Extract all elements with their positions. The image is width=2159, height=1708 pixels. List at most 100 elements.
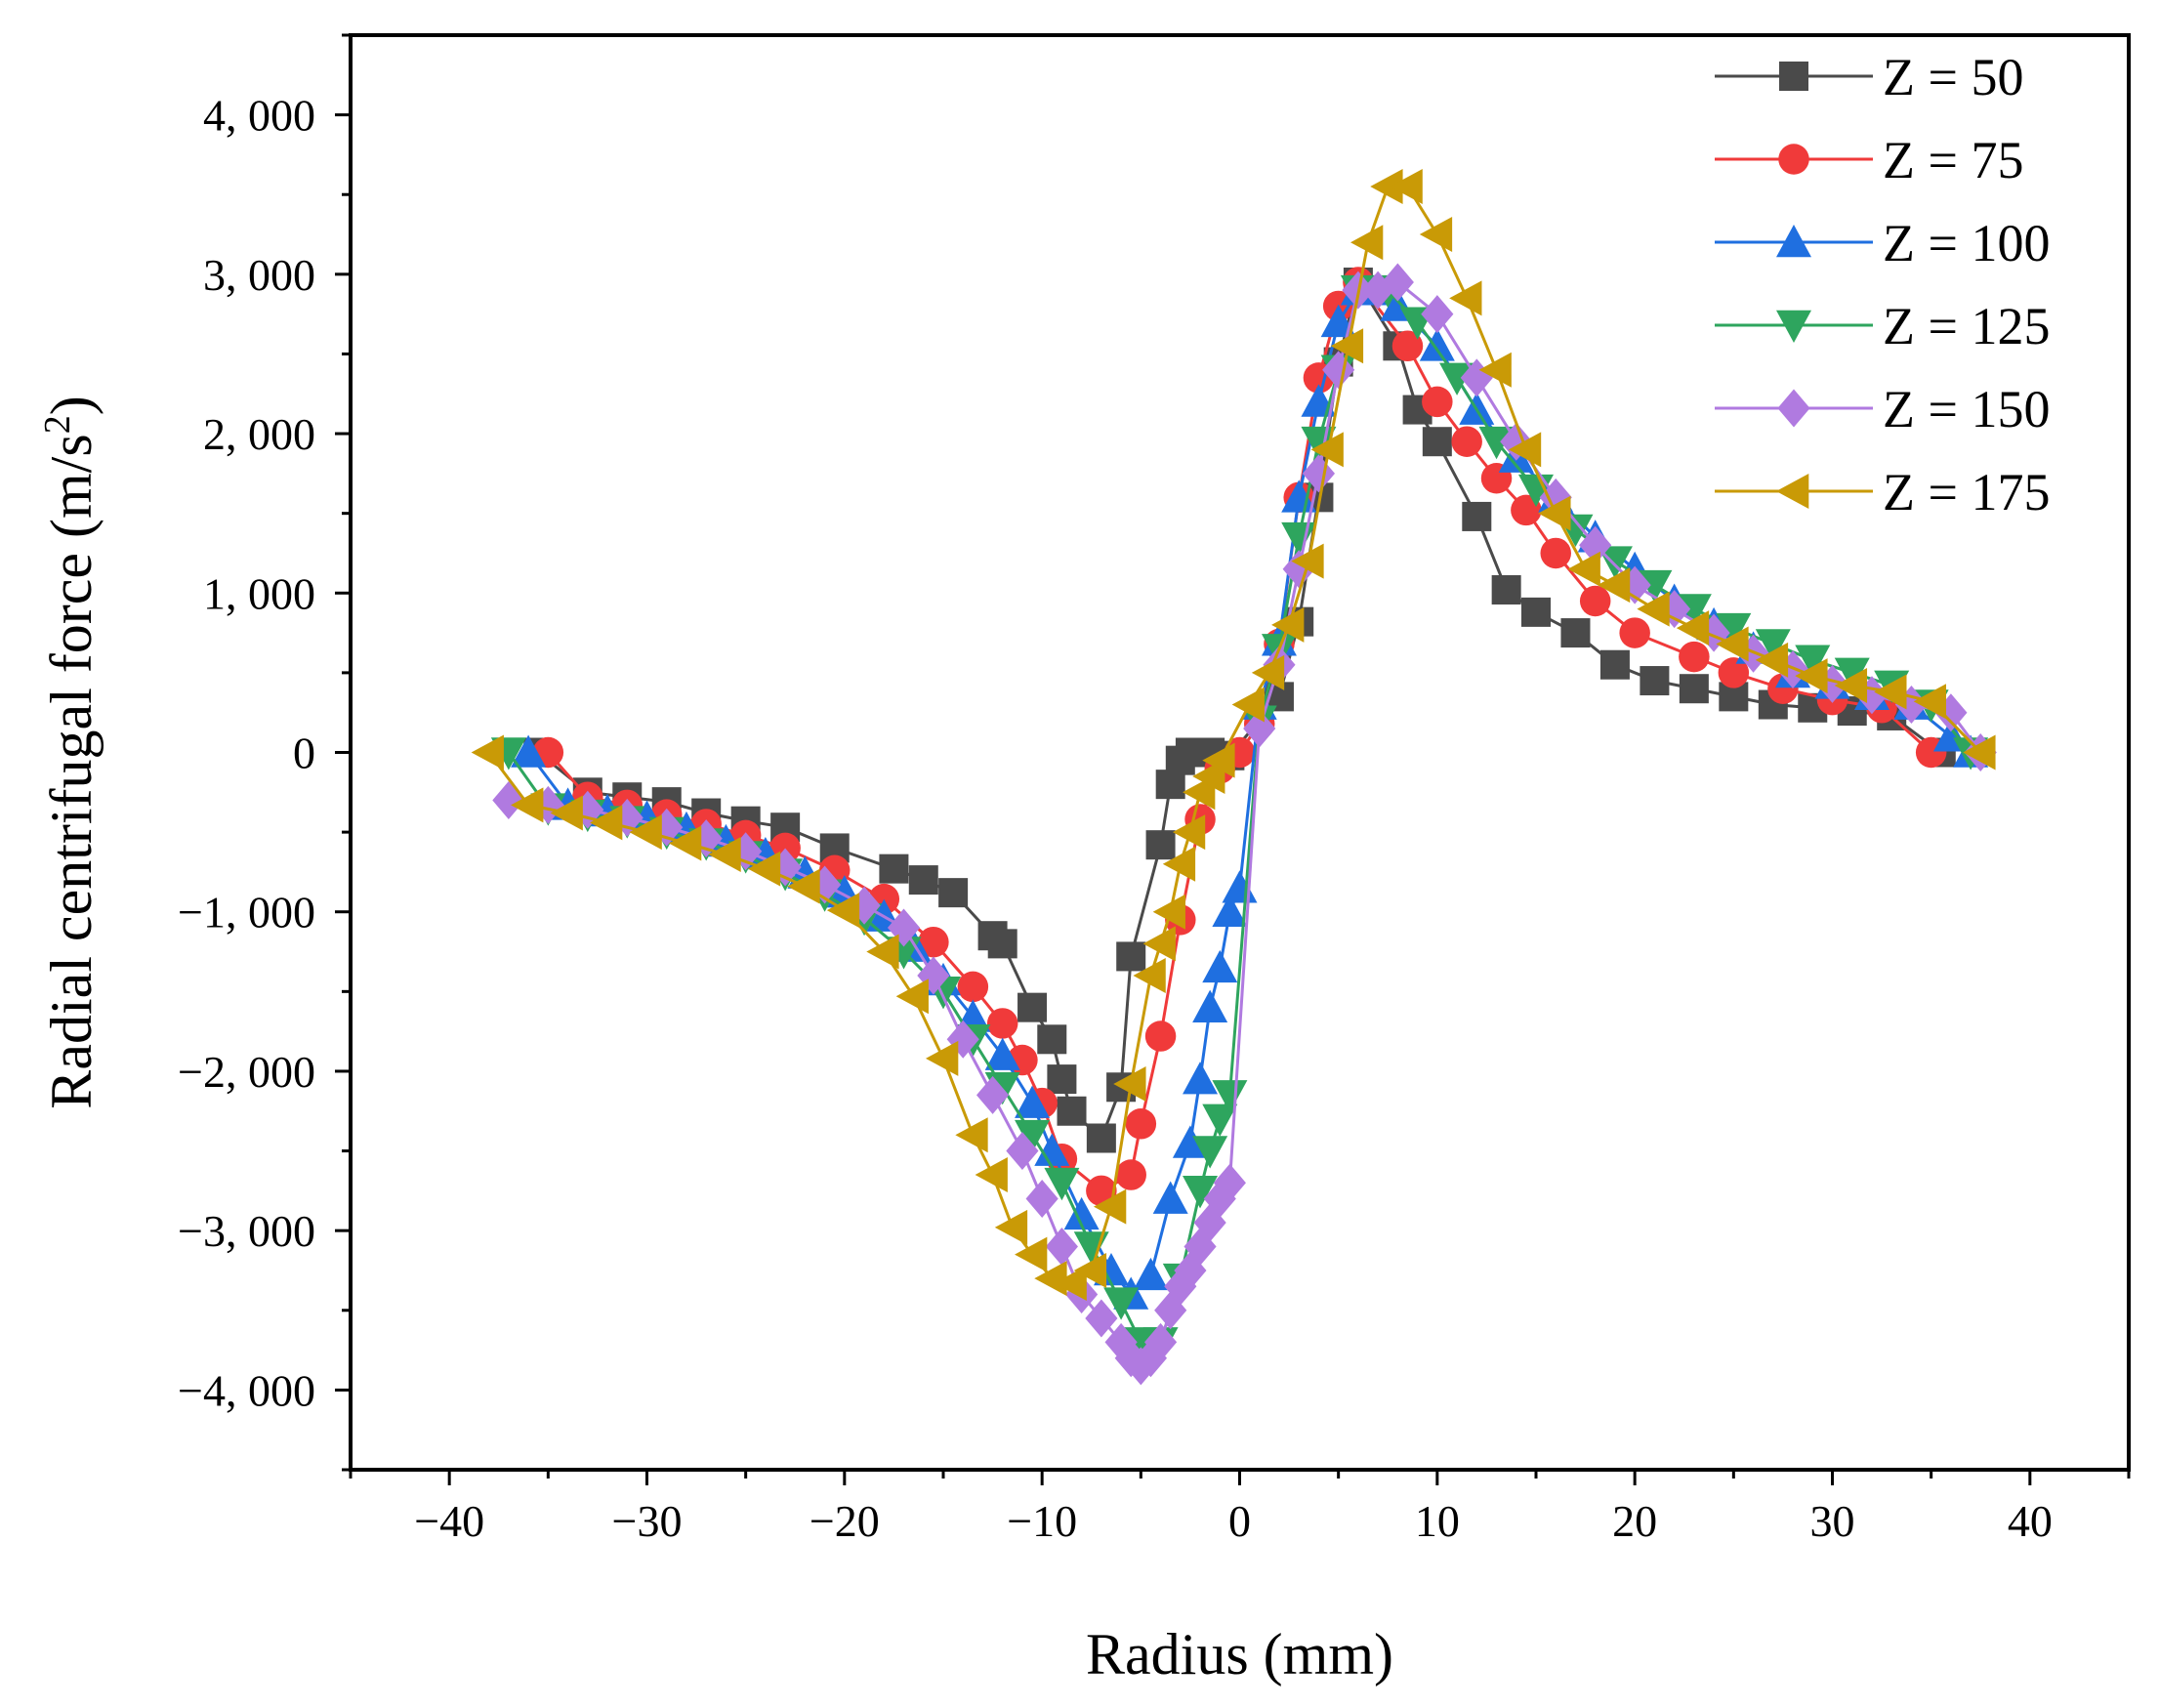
series-z-175-point [668,825,702,861]
series-z-150-point [1579,525,1612,564]
series-z-175-point [1834,667,1868,703]
series-z-125-point [1676,594,1712,627]
series-z-175-point [590,805,623,841]
series-z-75-point [1579,585,1611,617]
series-z-50-point [1560,618,1591,648]
series-z-125-point [1795,645,1831,678]
series-z-175-point [1310,432,1344,468]
legend-entry-z-150: Z = 150 [1715,380,2050,438]
series-z-175-point [955,1117,988,1153]
series-z-175-point [994,1209,1028,1245]
series-z-75-point [918,926,949,958]
series-z-150-point [1381,263,1414,302]
series-z-50-point [1086,1123,1116,1153]
series-z-75-point [1144,1021,1177,1052]
series-z-75-point [1540,537,1571,569]
series-z-150-point [1539,478,1572,517]
x-tick-label: 30 [1810,1496,1855,1546]
legend-entry-z-125-marker [1776,310,1811,343]
series-z-175 [471,169,1996,1302]
legend: Z = 50 Z = 75 Z = 100 Z = 125 Z = 150 Z = 175 [1715,48,2050,521]
x-axis-title: Radius (mm) [1086,1622,1393,1687]
y-tick-label: 1, 000 [203,568,315,618]
series-z-125-point [1183,1176,1219,1209]
series-z-175-point [1015,1236,1048,1272]
series-z-150-point [610,798,644,837]
series-z-150-point [571,790,604,829]
y-tick-label: −4, 000 [178,1365,315,1415]
series-z-175-point [1113,1066,1146,1103]
series-z-100-point [1281,479,1317,513]
series-z-50-point [1491,575,1521,605]
series-z-50-point [879,854,909,884]
series-z-175-point [1133,958,1166,994]
series-z-50-point [1037,1024,1067,1055]
series-z-50-point [1145,830,1176,860]
series-z-125-point [1202,1104,1238,1137]
series-z-150-point [1085,1299,1118,1338]
series-z-175-point [1419,217,1453,253]
y-tick-label: −3, 000 [178,1206,315,1256]
series-z-175-point [1390,169,1423,205]
series-z-100-point [1192,989,1228,1022]
series-z-100-line [526,288,1972,1297]
series-z-175-point [1073,1252,1107,1288]
series-z-175-point [1093,1188,1127,1225]
series-z-100-point [1063,1196,1100,1230]
series-z-50-point [1116,941,1146,972]
series-z-150-point [768,848,802,887]
series-z-175-point [1913,684,1946,720]
series-z-175-point [1142,926,1176,962]
legend-entry-z-50: Z = 50 [1715,48,2023,106]
series-z-175-point [1162,846,1196,882]
series-z-75-point [1451,426,1482,457]
legend-entry-z-150-label: Z = 150 [1883,380,2050,438]
series-z-50-point [1521,597,1551,627]
series-z-175-point [511,787,544,823]
legend-entry-z-75: Z = 75 [1715,131,2023,189]
series-z-150-point [1134,1339,1168,1378]
y-axis-title-superscript: 2 [37,415,78,434]
series-z-50-point [1017,992,1048,1022]
series-z-175-point [866,934,899,970]
series-z-175-point [1370,169,1403,205]
chart-axes: −40 −30 −20 −10 0 10 20 30 40−4, 000−3, 000−2, 0… [37,33,2131,1687]
series-z-125-point [1044,1167,1080,1201]
series-z-75-point [957,971,989,1003]
series-z-150-point [1213,1163,1246,1202]
series-z-125-point [1478,426,1515,460]
series-z-100-point [1015,1085,1051,1118]
series-z-75-point [1391,330,1424,362]
series-z-175-point [1963,734,1996,771]
series-z-150-point [1894,686,1929,725]
x-tick-label: −20 [810,1496,880,1546]
series-z-75-point [1422,386,1453,418]
series-z-50-point [1640,666,1670,696]
series-z-100-point [984,1037,1020,1070]
y-tick-label: 0 [293,729,315,778]
series-z-150-point [1282,550,1315,589]
y-tick-label: −2, 000 [178,1047,315,1097]
series-z-150-line [508,280,1982,1368]
series-z-175-point [1874,674,1907,710]
legend-entry-z-50-marker [1779,62,1808,91]
series-z-175-point [926,1040,959,1076]
x-tick-label: −40 [414,1496,484,1546]
series-z-150-point [729,832,763,871]
series-z-150-point [976,1075,1010,1114]
legend-entry-z-100-marker [1776,225,1811,258]
series-z-150-point [917,956,950,995]
series-z-150-point [492,780,525,819]
legend-entry-z-175-marker [1776,474,1809,509]
series-z-50-point [987,929,1017,959]
series-z-75-point [986,1008,1018,1039]
series-z-100-point [1152,1181,1188,1214]
series-z-150-point [1104,1322,1138,1361]
legend-entry-z-100-label: Z = 100 [1883,214,2050,272]
series-z-175-point [895,979,929,1015]
series-z-175-point [708,836,741,872]
series-z-100-point [1172,1125,1208,1158]
series-z-125-point [1834,657,1870,690]
series-z-100-point [511,734,547,768]
series-z-125-point [1439,362,1475,396]
